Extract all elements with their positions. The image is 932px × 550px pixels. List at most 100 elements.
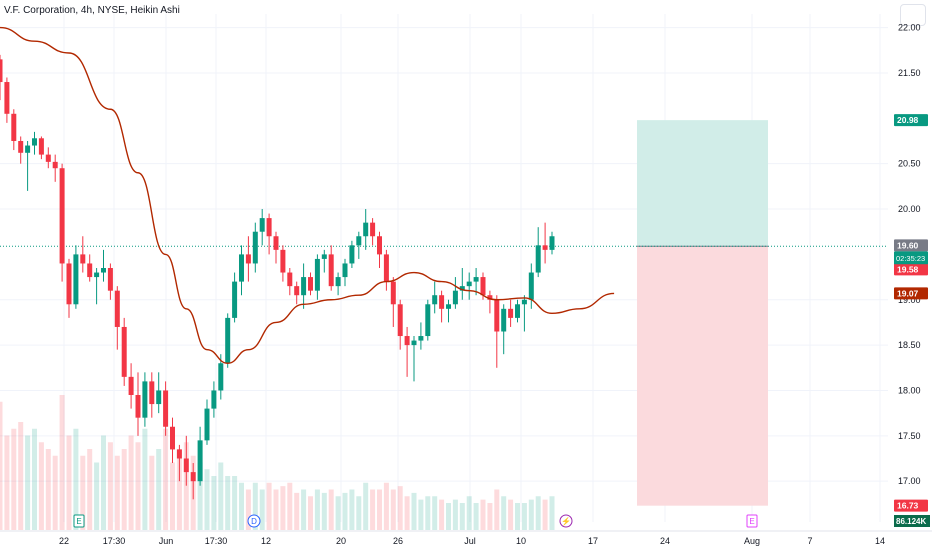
volume-bar xyxy=(0,401,3,530)
y-tick-label: 21.50 xyxy=(898,68,921,78)
volume-bar xyxy=(18,422,24,530)
candle xyxy=(156,390,162,405)
candle xyxy=(418,336,424,341)
candle xyxy=(370,222,376,237)
volume-bar xyxy=(301,489,307,530)
x-tick-label: 26 xyxy=(393,536,403,546)
volume-bar xyxy=(4,435,10,530)
volume-bar xyxy=(183,442,189,530)
candle xyxy=(473,277,479,282)
volume-bar xyxy=(370,489,376,530)
volume-bar xyxy=(45,449,51,530)
volume-bar xyxy=(232,476,238,530)
candle xyxy=(425,304,431,337)
volume-bar xyxy=(273,489,279,530)
volume-bar xyxy=(239,482,244,530)
price-labels: 20.9819.6019.5919.5819.0716.7302:35:2386… xyxy=(894,114,930,527)
settings-icon[interactable] xyxy=(900,4,926,26)
volume-bar xyxy=(80,455,86,530)
volume-bar xyxy=(225,476,231,530)
candle xyxy=(314,258,320,291)
candle xyxy=(204,408,210,441)
candle xyxy=(494,299,500,332)
volume-bar xyxy=(135,442,141,530)
candle xyxy=(439,295,445,309)
volume-bar xyxy=(383,482,389,530)
profit-zone xyxy=(637,120,768,247)
dividend-marker xyxy=(247,514,261,528)
x-tick-label: 7 xyxy=(807,536,812,546)
candle xyxy=(135,395,141,418)
volume-bar xyxy=(480,499,486,530)
volume-bar xyxy=(390,489,396,530)
x-tick-label: 12 xyxy=(261,536,271,546)
price-label: 19.07 xyxy=(897,288,919,298)
candle xyxy=(183,458,189,473)
candle xyxy=(218,363,224,391)
volume-label-box xyxy=(894,515,930,527)
event-marker-label: D xyxy=(251,517,257,526)
candle xyxy=(52,161,58,169)
candle xyxy=(459,286,465,291)
volume-bar xyxy=(308,496,313,530)
candle xyxy=(80,254,86,264)
ma-line xyxy=(0,26,615,364)
candle xyxy=(335,277,341,287)
candle xyxy=(446,304,451,309)
candle xyxy=(0,59,3,83)
candle xyxy=(170,426,175,450)
x-tick-label: 17 xyxy=(588,536,598,546)
volume-bar xyxy=(452,499,458,530)
candle xyxy=(18,141,24,153)
volume-bar xyxy=(252,482,258,530)
volume-bars xyxy=(0,395,555,530)
candle xyxy=(11,113,17,141)
position-zones xyxy=(637,120,768,506)
candle xyxy=(487,295,493,300)
volume-bar xyxy=(494,489,500,530)
volume-bar xyxy=(515,503,520,530)
volume-bar xyxy=(418,499,424,530)
volume-bar xyxy=(535,496,541,530)
volume-bar xyxy=(163,428,169,530)
candle xyxy=(280,249,286,273)
candle xyxy=(190,472,196,482)
candle xyxy=(363,222,369,237)
candle xyxy=(32,138,37,146)
y-tick-label: 17.50 xyxy=(898,431,921,441)
candle xyxy=(87,263,93,278)
volume-bar xyxy=(266,482,272,530)
volume-bar xyxy=(218,462,224,530)
loss-zone xyxy=(637,246,768,506)
price-label-box xyxy=(894,499,928,512)
volume-bar xyxy=(128,435,134,530)
volume-bar xyxy=(259,489,265,530)
event-marker-label: E xyxy=(749,517,754,526)
candle xyxy=(308,277,313,291)
volume-bar xyxy=(197,462,203,530)
candle xyxy=(101,268,106,273)
x-tick-label: 14 xyxy=(875,536,885,546)
volume-bar xyxy=(356,496,362,530)
candle xyxy=(114,290,120,327)
volume-bar xyxy=(432,496,438,530)
volume-bar xyxy=(549,496,555,530)
volume-bar xyxy=(25,435,31,530)
volume-bar xyxy=(466,496,472,530)
x-tick-label: 17:30 xyxy=(205,536,228,546)
volume-bar xyxy=(439,499,445,530)
candle xyxy=(163,390,169,427)
volume-bar xyxy=(446,503,451,530)
y-tick-label: 17.00 xyxy=(898,476,921,486)
volume-bar xyxy=(521,503,527,530)
volume-bar xyxy=(114,455,120,530)
candle xyxy=(66,263,72,305)
y-tick-label: 20.50 xyxy=(898,159,921,169)
event-markers: E D ⚡ E xyxy=(73,514,758,528)
candle xyxy=(38,138,44,155)
volume-bar xyxy=(508,499,514,530)
candle xyxy=(142,381,148,418)
event-marker-label: E xyxy=(76,517,81,526)
volume-bar xyxy=(328,489,334,530)
